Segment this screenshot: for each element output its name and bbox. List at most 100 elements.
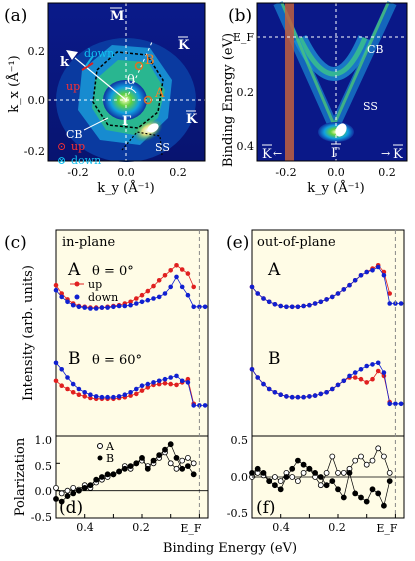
e-B-down-point (341, 378, 347, 384)
c-A-down-point (82, 305, 87, 310)
d-A-point (190, 460, 197, 467)
c-B-up-point (185, 376, 191, 382)
panel-a-ylabel: k_x (Å⁻¹) (6, 55, 22, 112)
d-B-point (144, 465, 151, 472)
e-A-down-point (381, 273, 387, 278)
c-B-down-point (93, 394, 99, 399)
d-B-point (167, 441, 174, 448)
panel-a-diag-line (125, 41, 153, 101)
d-B-point (116, 468, 122, 475)
f-B-point (289, 465, 296, 472)
d-B-point (156, 452, 163, 459)
f-A-point (340, 469, 347, 476)
c-B-down-point (65, 375, 70, 380)
c-A-down-point (122, 303, 128, 309)
e-B-down-point (347, 373, 352, 379)
f-B-point (346, 469, 353, 476)
e-B-down-point (301, 394, 306, 400)
panel-d-ytick-2: 0.5 (35, 460, 53, 473)
e-B-down-point (393, 401, 398, 407)
panel-a-K-top-label: K (178, 38, 190, 53)
c-B-up-point (134, 391, 139, 397)
c-B-down-point (202, 403, 208, 408)
c-B-down-point (151, 380, 156, 385)
panel-a-bz-hexagon (92, 51, 164, 129)
c-A-down-point (162, 291, 168, 296)
panel-c-plot-area (55, 229, 209, 437)
panel-a-k-line (74, 57, 127, 101)
e-B-down-point (307, 394, 312, 399)
f-B-point (340, 494, 347, 501)
c-B-down-point (88, 392, 93, 398)
e-A-down-point (255, 291, 260, 296)
f-B-point (271, 482, 278, 489)
f-B-point (375, 490, 382, 497)
panel-d-legend-A-label: A (105, 440, 115, 453)
c-B-up-point (174, 382, 179, 388)
e-B-down-point (324, 390, 329, 395)
panel-c-legend-down-label: down (88, 291, 118, 304)
c-B-up-point (76, 392, 82, 398)
c-B-down-point (191, 403, 196, 408)
e-B-down-point (318, 391, 324, 397)
e-B-down-point (330, 386, 335, 392)
panel-f-label: (f) (256, 498, 276, 518)
panel-a-xlabel: k_y (Å⁻¹) (97, 180, 154, 196)
panel-a-legend-up-label: up (71, 140, 85, 153)
e-A-down-point (375, 264, 381, 270)
c-A-down-point (105, 305, 110, 310)
f-B-point (358, 494, 364, 501)
panel-c-label: (c) (4, 233, 27, 253)
e-B-down-point (358, 367, 364, 372)
d-B-point (64, 493, 71, 500)
panel-e-title: out-of-plane (257, 235, 336, 250)
f-A-point (358, 453, 364, 460)
panel-b-xlabel: k_y (Å⁻¹) (307, 180, 364, 196)
c-A-up-point (128, 299, 133, 305)
d-A-point (167, 460, 174, 467)
panel-a-point-A (143, 95, 153, 105)
panel-a-ytick-3: -0.2 (24, 145, 45, 158)
e-B-down-point (398, 401, 404, 407)
d-A-point (173, 465, 180, 472)
e-A-down-point (387, 301, 393, 306)
f-B-point (323, 482, 330, 489)
panel-c-legend-up-label: up (88, 278, 102, 291)
e-A-down-point (398, 301, 404, 306)
e-A-down-point (307, 302, 312, 308)
c-B-down-point (76, 386, 82, 392)
panel-b-ytick-3: 0.4 (237, 140, 255, 153)
panel-d-label: (d) (59, 498, 83, 518)
panel-a-legend-up-symbol: ⊙ (57, 140, 66, 153)
panel-c-legend-down-marker (74, 294, 80, 300)
c-B-down-point (82, 390, 87, 395)
f-A-point (363, 461, 370, 468)
panel-b-xtick-1: -0.2 (275, 166, 296, 179)
e-B-down-point (266, 386, 272, 392)
panel-b-CB-label: CB (367, 43, 384, 56)
e-B-up-point (375, 368, 381, 374)
d-B-point (133, 460, 140, 467)
c-A-down-point (197, 304, 202, 310)
panel-d-xtick-2: 0.2 (132, 521, 150, 534)
c-B-down-point (99, 394, 105, 400)
f-B-point (329, 478, 336, 485)
e-A-down-point (261, 296, 266, 301)
c-A-up-point (134, 296, 139, 301)
e-A-down-point (301, 303, 306, 309)
e-B-down-point (364, 363, 370, 369)
panel-a-label: (a) (4, 6, 27, 26)
panel-d-xtick-3: E_F (180, 522, 202, 535)
d-B-point (53, 495, 59, 502)
panel-a-legend-down-symbol: ⊗ (57, 154, 66, 167)
e-A-down-point (289, 304, 295, 310)
d-A-point (58, 490, 65, 497)
f-B-point (306, 465, 313, 472)
panel-a-xtick-3: 0.2 (169, 166, 187, 179)
e-A-down-point (278, 303, 284, 309)
c-A-down-point (116, 303, 122, 309)
panel-b-ylabel: Binding Energy (eV) (221, 33, 236, 167)
f-A-point (289, 474, 296, 480)
f-B-point (352, 490, 359, 497)
e-A-down-point (312, 301, 318, 306)
